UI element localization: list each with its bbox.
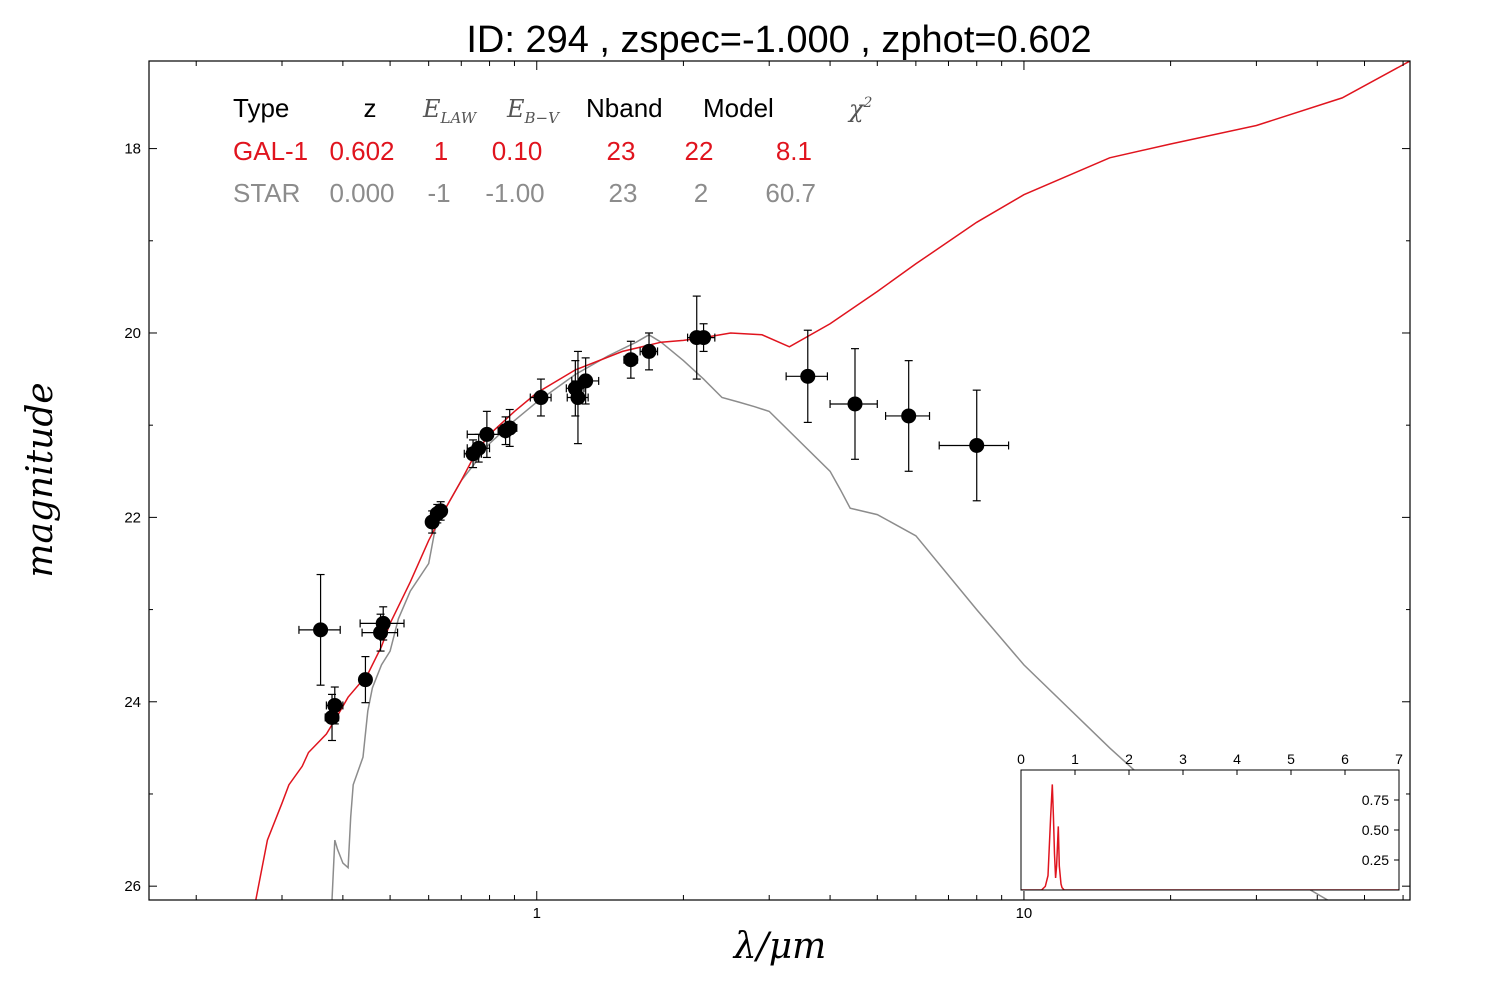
data-point [901,408,917,424]
gal-row-type: GAL-1 [233,136,308,166]
data-point [357,672,373,688]
legend-header-model: Model [703,93,774,123]
data-point [800,368,816,384]
sed-line-star [331,333,1328,900]
pdz-inset: 0 1 2 3 4 5 6 7 0.25 0.50 0.75 [1017,751,1403,891]
x-axis: 1 10 [195,61,1404,922]
star-row-type: STAR [233,178,300,208]
legend-header-z: z [364,93,377,123]
gal-row-chi2: 8.1 [776,136,812,166]
y-tick-label: 22 [124,509,141,526]
inset-y-tick-label: 0.25 [1362,852,1389,868]
chart-title: ID: 294 , zspec=-1.000 , zphot=0.602 [466,19,1091,61]
photometry-points [313,330,985,725]
x-tick-label: 1 [533,905,541,922]
legend-header-type: Type [233,93,289,123]
legend-header-ebv: EB−V [506,95,561,127]
data-point [570,390,586,406]
star-row-ebv: -1.00 [485,178,544,208]
legend-header-nband: Nband [586,93,663,123]
star-row-nband: 23 [609,178,638,208]
inset-x-tick-label: 5 [1287,751,1295,767]
data-point [533,390,549,406]
gal-row-z: 0.602 [329,136,394,166]
gal-row-elaw: 1 [434,136,448,166]
inset-y-tick-label: 0.75 [1362,792,1389,808]
inset-x-axis: 0 1 2 3 4 5 6 7 [1017,751,1403,775]
data-point [471,440,487,456]
data-point [969,437,985,453]
star-row-model: 2 [694,178,708,208]
data-point [324,709,340,725]
y-tick-label: 20 [124,325,141,342]
galaxy-sed-line [255,61,1410,900]
inset-x-tick-label: 0 [1017,751,1025,767]
y-tick-label: 26 [124,878,141,895]
fit-legend-table: Type z ELAW EB−V Nband Model χ2 GAL-1 0.… [233,93,873,208]
inset-x-tick-label: 7 [1395,751,1403,767]
inset-x-tick-label: 3 [1179,751,1187,767]
data-point [433,503,449,519]
y-tick-label: 24 [124,694,141,711]
inset-x-tick-label: 2 [1125,751,1133,767]
y-tick-label: 18 [124,141,141,158]
star-row-z: 0.000 [329,178,394,208]
data-point [623,352,639,368]
data-point [502,420,518,436]
errorbars [298,295,1010,742]
sed-line-gal-1 [255,61,1410,900]
legend-header-elaw: ELAW [422,95,478,127]
inset-background [1021,770,1399,890]
data-point [327,697,343,713]
gal-row-ebv: 0.10 [492,136,543,166]
inset-x-tick-label: 4 [1233,751,1241,767]
data-point [641,343,657,359]
inset-x-tick-label: 6 [1341,751,1349,767]
gal-row-model: 22 [685,136,714,166]
data-point [375,615,391,631]
data-point [847,396,863,412]
star-row-chi2: 60.7 [765,178,816,208]
star-sed-line [331,333,1328,900]
inset-y-tick-label: 0.50 [1362,822,1389,838]
pdz-line [1021,784,1399,890]
data-point [479,426,495,442]
y-axis-label: magnitude [20,382,61,577]
star-row-elaw: -1 [427,178,450,208]
data-point [578,373,594,389]
legend-header-chi2: χ2 [847,95,873,123]
inset-x-tick-label: 1 [1071,751,1079,767]
inset-y-axis: 0.25 0.50 0.75 [1362,792,1399,868]
data-point [696,330,712,346]
plot-frame [148,60,1411,901]
pdz-curve [1021,784,1399,890]
x-tick-label: 10 [1016,905,1033,922]
data-point [313,622,329,638]
gal-row-nband: 23 [607,136,636,166]
x-axis-label: λ/μm [732,926,826,967]
